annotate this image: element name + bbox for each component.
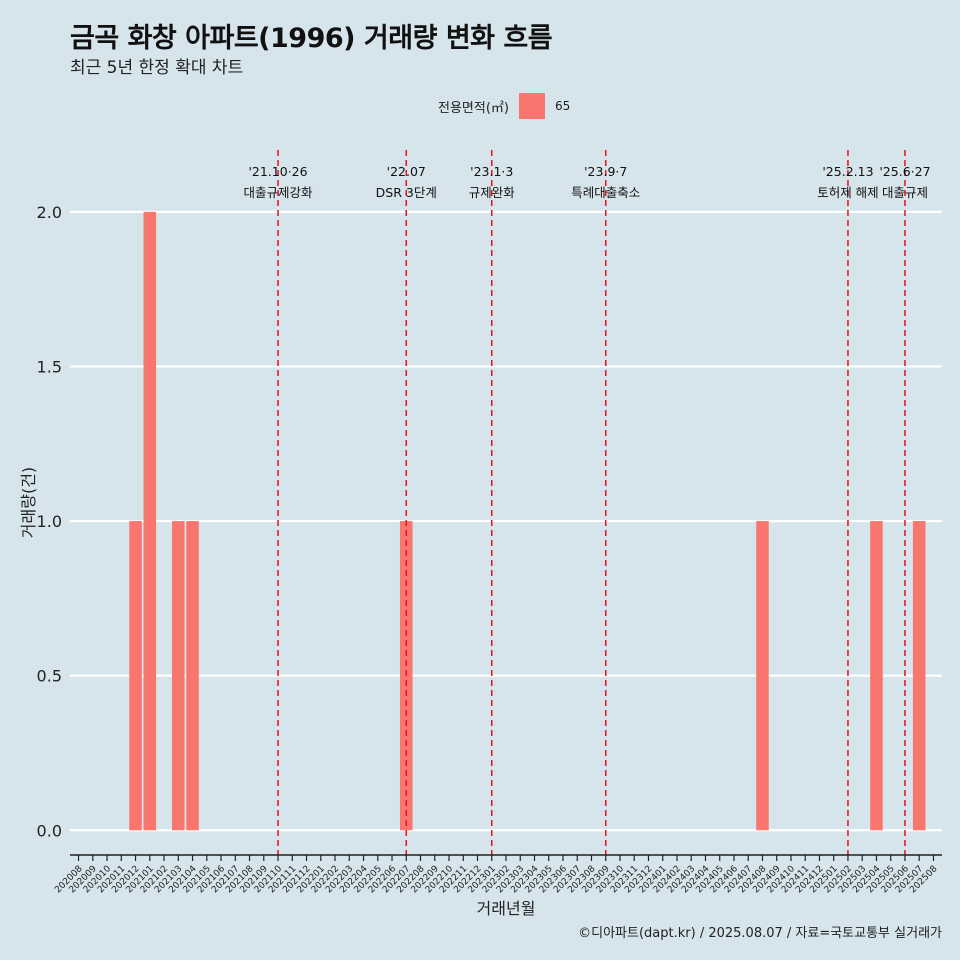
source-caption: ©디아파트(dapt.kr) / 2025.08.07 / 자료=국토교통부 실… [578, 926, 942, 941]
y-tick-label: 1.0 [37, 512, 62, 531]
chart-title: 금곡 화창 아파트(1996) 거래량 변화 흐름 [70, 23, 553, 54]
event-date-label: '22.07 [387, 164, 426, 179]
y-tick-label: 0.0 [37, 821, 62, 840]
event-date-label: '23.1·3 [470, 164, 513, 179]
event-name-label: 대출규제강화 [244, 185, 314, 200]
bar [129, 521, 142, 831]
event-name-label: 대출규제 [882, 185, 928, 200]
bar [172, 521, 185, 831]
bar [870, 521, 883, 831]
chart-subtitle: 최근 5년 한정 확대 차트 [70, 58, 244, 78]
legend-key [518, 93, 545, 119]
event-name-label: 토허제 해제 [817, 185, 878, 200]
y-tick-label: 1.5 [37, 357, 62, 376]
legend-label: 65 [554, 99, 571, 113]
y-tick-label: 2.0 [37, 203, 62, 222]
event-name-label: DSR 3단계 [376, 185, 437, 200]
bar [143, 211, 157, 831]
event-name-label: 특례대출축소 [571, 185, 640, 200]
legend-title: 전용면적(㎡) [438, 100, 509, 116]
event-name-label: 규제완화 [469, 185, 516, 200]
x-axis-title: 거래년월 [477, 899, 536, 918]
y-tick-label: 0.5 [37, 667, 62, 686]
bar [186, 521, 199, 831]
event-date-label: '25.6·27 [879, 164, 930, 179]
bar [912, 521, 926, 831]
event-date-label: '21.10·26 [248, 164, 307, 179]
y-axis-title: 거래량(건) [19, 467, 38, 538]
legend: 전용면적(㎡) 65 [438, 93, 570, 119]
event-date-label: '23.9·7 [584, 164, 627, 179]
bar [756, 521, 769, 831]
event-date-label: '25.2.13 [822, 164, 873, 179]
